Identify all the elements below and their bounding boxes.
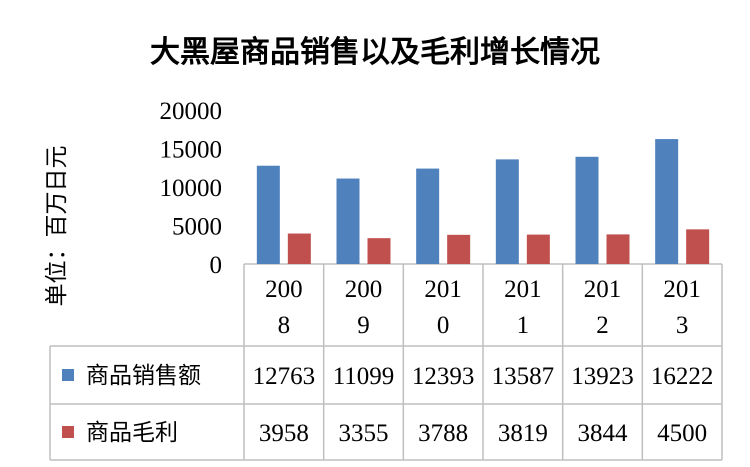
bar-margin [526,234,550,264]
data-label: 12763 [253,363,316,390]
x-tick-label: 8 [278,312,291,339]
x-tick-label: 201 [504,276,542,303]
data-label: 11099 [333,363,395,390]
data-label: 3355 [339,420,389,447]
y-axis-label: 单位：百万日元 [44,146,70,307]
bar-sales [256,165,280,264]
x-tick-label: 3 [676,312,689,339]
data-label: 13923 [571,363,634,390]
y-tick-label: 15000 [160,137,223,164]
data-label: 4500 [657,420,707,447]
x-tick-label: 201 [424,276,462,303]
data-label: 3958 [259,420,309,447]
bar-sales [416,168,440,264]
data-label: 13587 [492,363,555,390]
y-tick-label: 5000 [172,214,222,241]
data-label: 3819 [498,420,548,447]
data-table: 商品销售额 12763 11099 12393 13587 13923 16222 商品毛利 3… [62,363,713,447]
bar-sales [336,178,360,264]
bar-margin [686,229,710,264]
chart-title: 大黑屋商品销售以及毛利增长情况 [150,35,600,70]
y-tick-label: 0 [210,252,223,279]
y-tick-label: 20000 [160,98,223,125]
bar-margin [367,238,391,264]
x-tick-label: 200 [265,276,303,303]
table-grid [49,263,723,461]
bar-margin [447,234,471,264]
data-label: 16222 [651,363,714,390]
x-tick-label: 201 [663,276,701,303]
data-label: 3844 [578,420,629,447]
x-tick-label: 2 [596,312,609,339]
legend-label: 商品销售额 [86,363,201,389]
data-label: 12393 [412,363,475,390]
x-tick-label: 200 [345,276,383,303]
legend-label: 商品毛利 [86,420,178,446]
bar-sales [495,159,519,264]
bar-margin [606,234,630,264]
plot-area [256,139,710,264]
bar-sales [655,139,679,264]
y-axis-ticks: 20000 15000 10000 5000 0 [160,98,223,279]
x-tick-label: 201 [584,276,622,303]
x-tick-label: 0 [437,312,450,339]
legend-key [62,426,74,438]
x-axis-labels: 200 8 200 9 201 0 201 1 201 2 201 3 [265,276,701,339]
x-tick-label: 9 [357,312,370,339]
x-tick-label: 1 [517,312,530,339]
y-tick-label: 10000 [160,175,223,202]
data-label: 3788 [418,420,468,447]
bar-sales [575,156,599,264]
legend-key [62,369,74,381]
bar-margin [287,233,311,264]
